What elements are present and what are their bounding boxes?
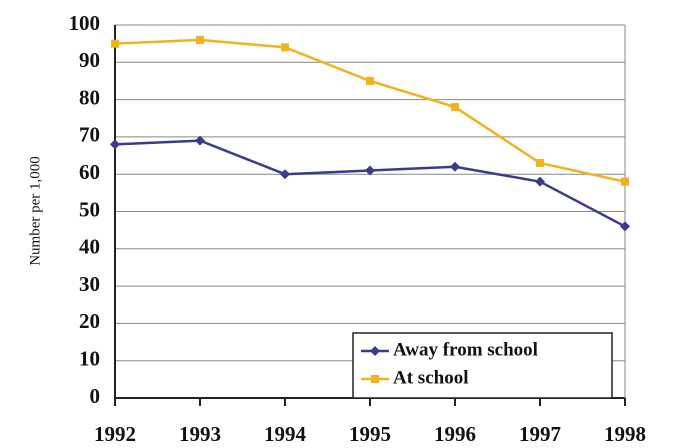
point-marker <box>195 135 205 146</box>
point-marker <box>365 165 375 176</box>
legend-label: At school <box>393 367 468 388</box>
point-marker <box>370 346 380 356</box>
legend: Away from school At school <box>352 332 613 399</box>
point-marker <box>366 76 374 85</box>
y-tick-label: 70 <box>79 123 100 147</box>
point-marker <box>371 375 379 383</box>
point-marker <box>621 177 629 186</box>
y-tick-label: 80 <box>79 85 100 109</box>
point-marker <box>196 35 204 44</box>
point-marker <box>280 169 290 180</box>
x-tick-label: 1995 <box>349 422 391 446</box>
y-tick-label: 10 <box>79 347 100 371</box>
y-tick-label: 30 <box>79 272 100 296</box>
y-tick-label: 100 <box>69 11 101 35</box>
y-tick-label: 0 <box>90 384 101 408</box>
legend-label: Away from school <box>393 339 538 360</box>
point-marker <box>535 176 545 187</box>
x-tick-label: 1998 <box>604 422 646 446</box>
x-tick-label: 1992 <box>94 422 136 446</box>
point-marker <box>281 43 289 52</box>
y-axis-label: Number per 1,000 <box>27 156 43 266</box>
x-tick-label: 1996 <box>434 422 476 446</box>
x-tick-label: 1994 <box>264 422 307 446</box>
y-tick-label: 50 <box>79 197 100 221</box>
point-marker <box>450 161 460 172</box>
x-tick-label: 1997 <box>519 422 561 446</box>
point-marker <box>536 159 544 168</box>
point-marker <box>451 103 459 112</box>
series-line <box>114 139 626 228</box>
series-line <box>114 38 626 183</box>
x-tick-label: 1993 <box>179 422 221 446</box>
y-tick-label: 60 <box>79 160 100 184</box>
point-marker <box>111 39 119 48</box>
point-marker <box>110 139 120 150</box>
y-tick-label: 40 <box>79 235 100 259</box>
point-marker <box>620 221 630 232</box>
y-tick-label: 20 <box>79 309 100 333</box>
y-tick-label: 90 <box>79 48 100 72</box>
legend-box <box>352 332 613 399</box>
